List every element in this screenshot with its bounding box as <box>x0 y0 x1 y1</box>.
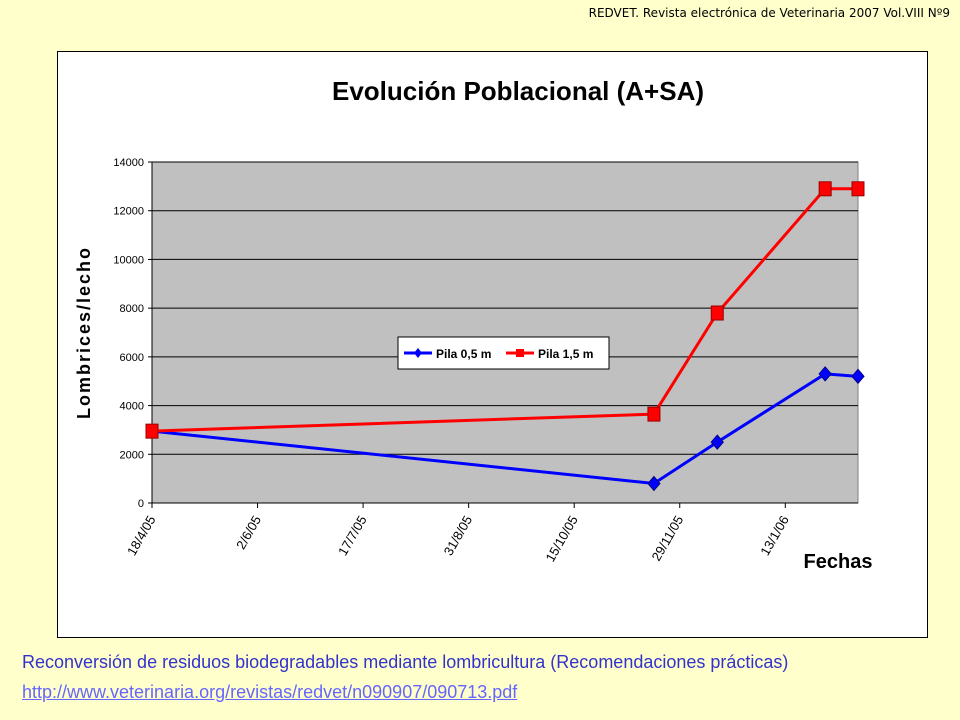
data-point-marker <box>818 181 832 197</box>
x-tick-label: 15/10/05 <box>542 513 580 564</box>
data-point-marker <box>710 434 724 450</box>
chart-frame: Evolución Poblacional (A+SA) 0 2000 4000 600… <box>57 51 928 638</box>
y-tick-label: 8000 <box>120 303 144 315</box>
source-link[interactable]: http://www.veterinaria.org/revistas/redv… <box>22 682 518 702</box>
y-tick-label: 10000 <box>113 254 144 266</box>
data-point-marker <box>647 406 661 422</box>
data-point-marker <box>710 305 724 321</box>
chart-title: Evolución Poblacional (A+SA) <box>332 76 704 106</box>
x-tick-label: 2/6/05 <box>233 513 264 552</box>
y-axis-label: Lombrices/lecho <box>74 246 94 419</box>
data-point-marker <box>647 475 661 492</box>
y-tick-label: 12000 <box>113 206 144 218</box>
y-tick-label: 6000 <box>120 352 144 364</box>
y-tick-label: 14000 <box>113 157 144 169</box>
x-axis-label: Fechas <box>804 551 873 573</box>
data-point-marker <box>851 368 865 385</box>
footer-caption: Reconversión de residuos biodegradables … <box>22 652 789 672</box>
x-tick-label: 17/7/05 <box>335 513 370 558</box>
y-tick-label: 0 <box>138 498 144 510</box>
x-tick-label: 13/1/06 <box>757 513 792 558</box>
legend-marker <box>516 349 524 357</box>
y-tick-label: 4000 <box>120 401 144 413</box>
x-tick-label: 18/4/05 <box>124 513 159 558</box>
plot-area <box>151 161 859 504</box>
legend-box <box>397 336 610 370</box>
data-point-marker <box>145 423 159 439</box>
data-point-marker <box>818 366 832 382</box>
legend-label: Pila 1,5 m <box>538 347 593 361</box>
legend-marker <box>414 348 422 358</box>
journal-header: REDVET. Revista electrónica de Veterinar… <box>588 6 950 20</box>
data-point-marker <box>851 181 865 197</box>
line-chart: Evolución Poblacional (A+SA) 0 2000 4000 600… <box>74 76 873 573</box>
legend-label: Pila 0,5 m <box>436 347 491 361</box>
x-tick-label: 31/8/05 <box>441 513 476 558</box>
y-tick-label: 2000 <box>120 449 144 461</box>
x-tick-label: 29/11/05 <box>649 513 687 563</box>
